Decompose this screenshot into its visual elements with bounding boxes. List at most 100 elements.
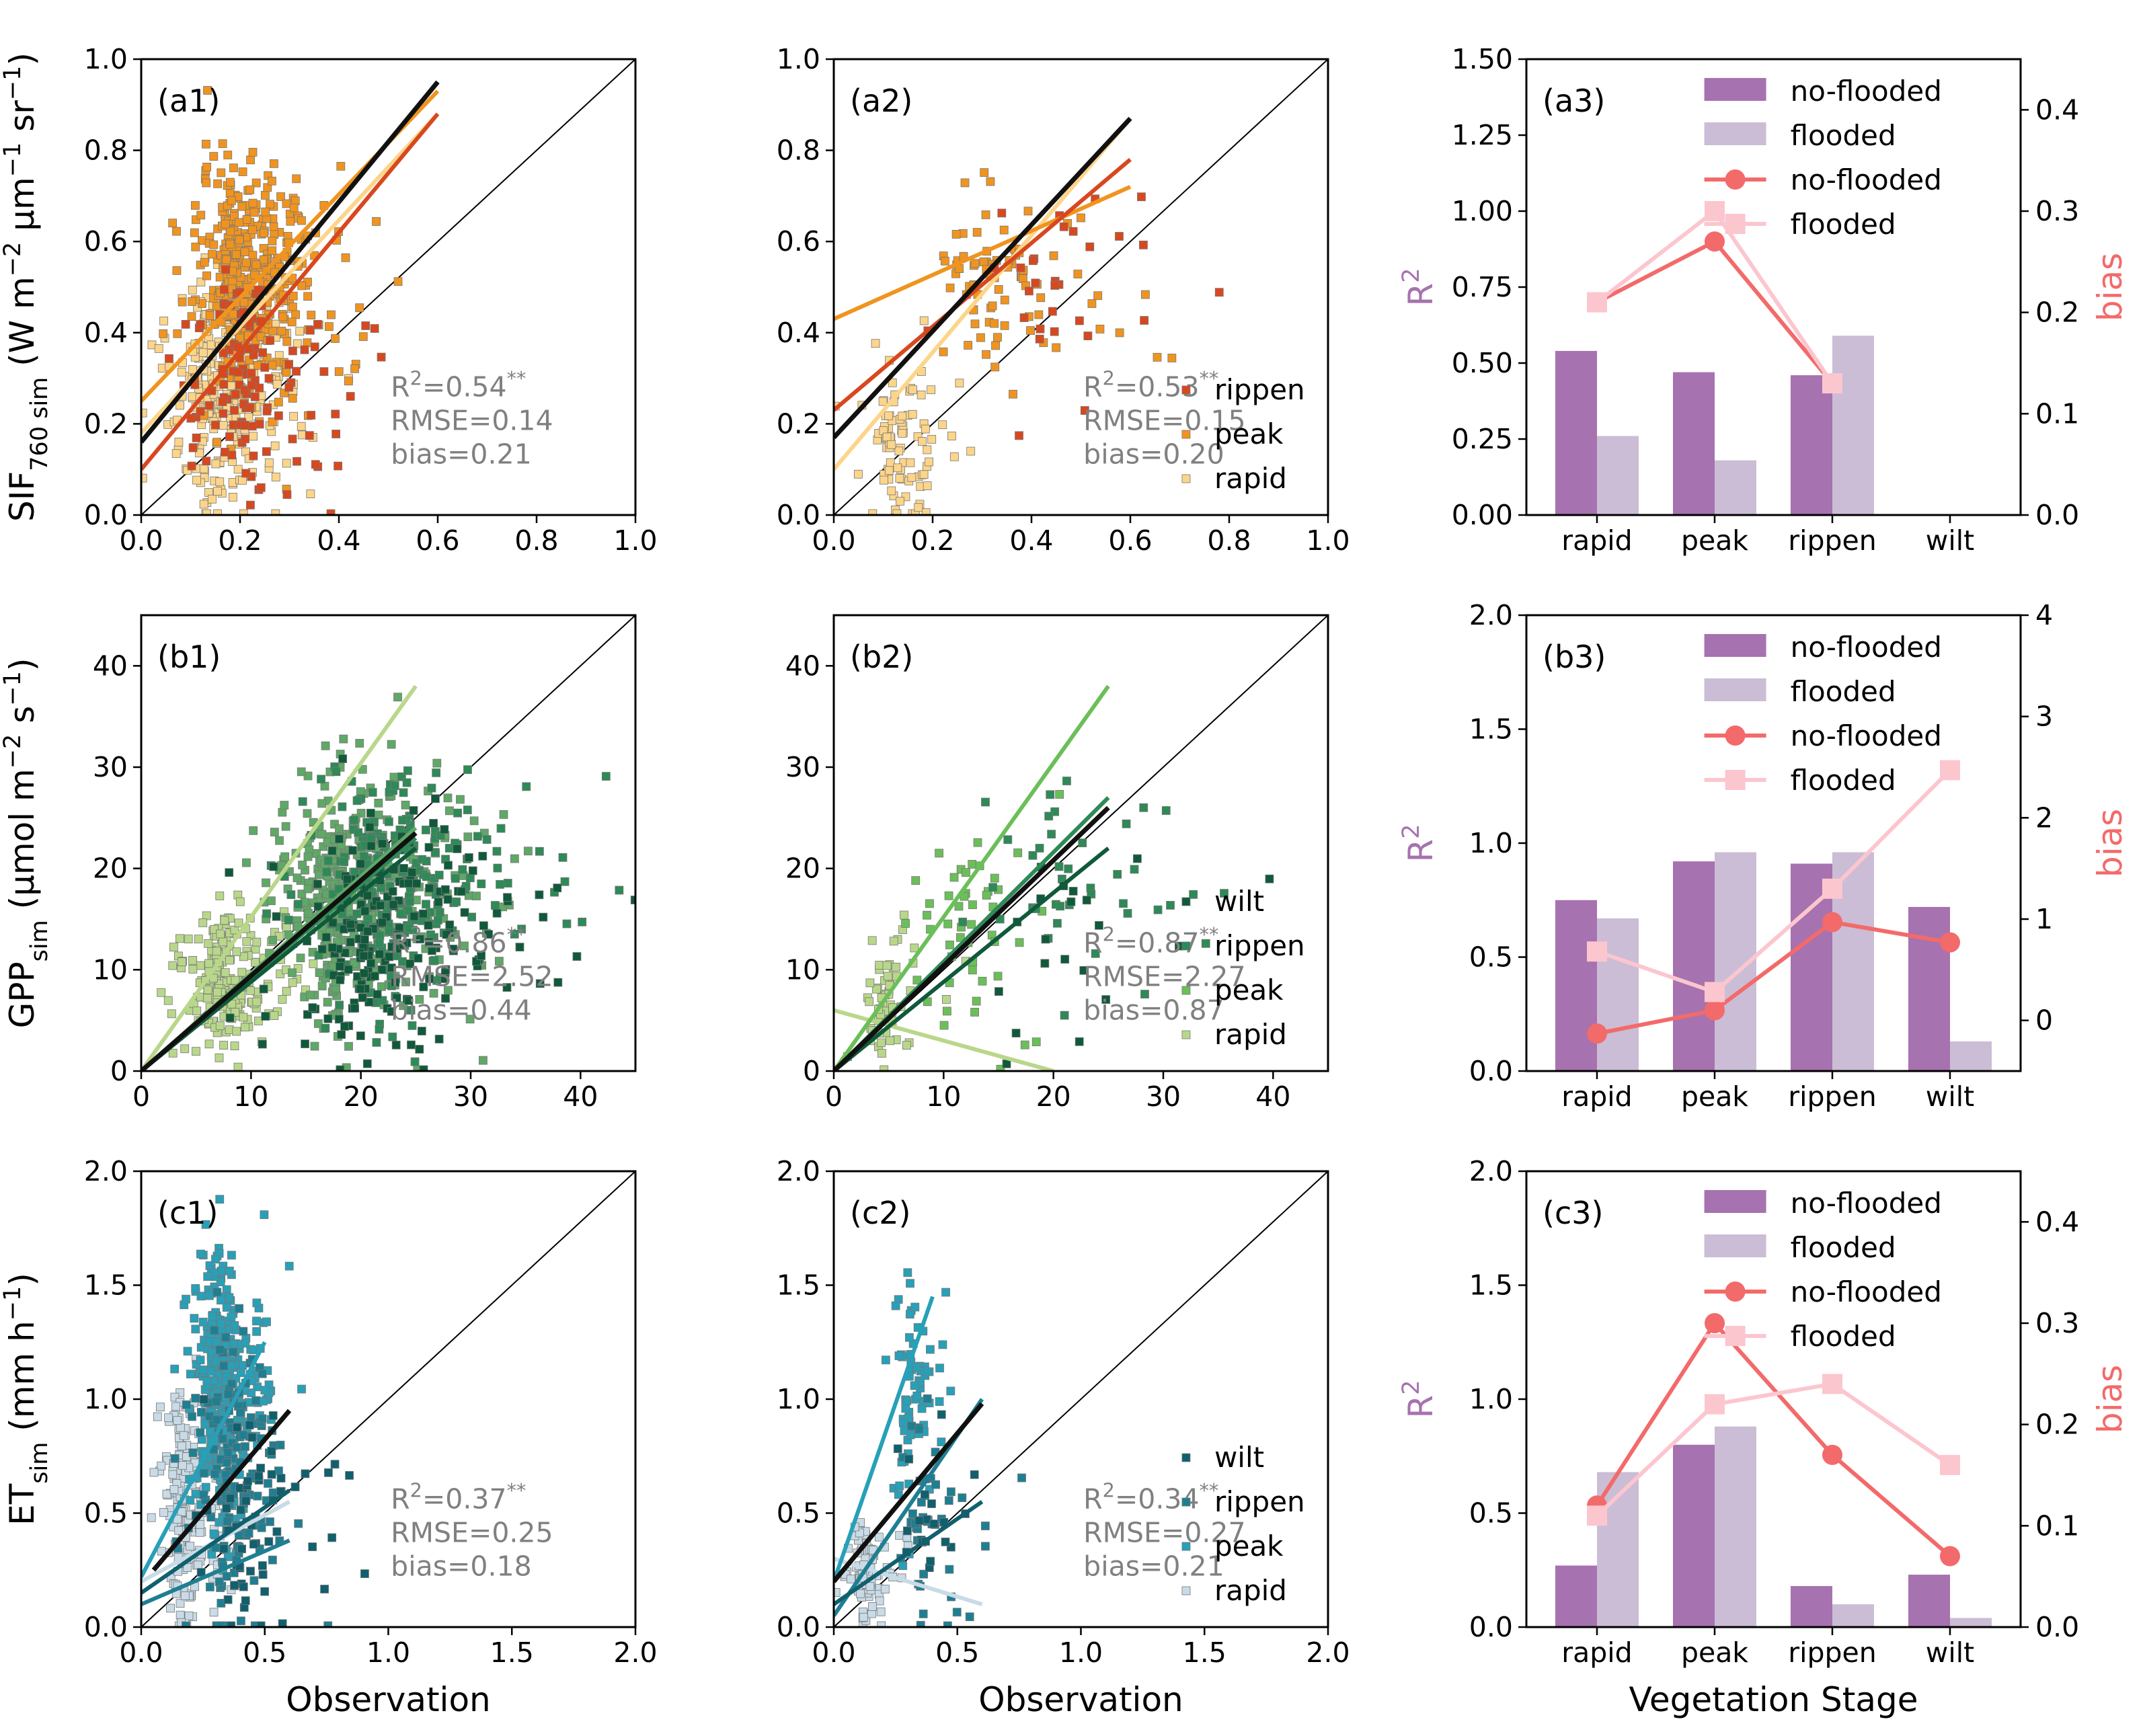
data-point-rapid: [215, 892, 225, 900]
data-point-peak: [227, 1251, 236, 1260]
legend-marker-no-flooded: [1725, 1281, 1746, 1302]
stat-rmse: RMSE=0.14: [391, 405, 553, 437]
data-point-wilt: [348, 846, 357, 855]
data-point-rippen: [995, 914, 1005, 924]
data-point-rippen: [235, 1531, 243, 1540]
data-point-peak: [221, 219, 230, 229]
data-point-peak: [205, 1291, 214, 1300]
bias-marker-flooded: [1587, 1505, 1607, 1526]
y2-axis-label: bias: [2091, 253, 2130, 321]
data-point-peak: [993, 333, 1002, 342]
data-point-peak: [225, 239, 235, 249]
data-point-rippen: [196, 1407, 206, 1417]
data-point-wilt: [1041, 935, 1050, 944]
data-point-wilt: [434, 1035, 444, 1043]
data-point-rippen: [427, 783, 436, 793]
data-point-rippen: [237, 1616, 245, 1626]
data-point-rippen: [907, 1421, 916, 1431]
data-point-peak: [310, 1041, 319, 1051]
data-point-peak: [190, 228, 199, 237]
data-point-peak: [962, 868, 970, 877]
data-point-peak: [201, 1220, 210, 1229]
data-point-rapid: [271, 509, 280, 515]
data-point-rippen: [430, 956, 439, 965]
data-point-rippen: [202, 457, 211, 466]
data-point-rapid: [219, 421, 228, 430]
data-point-peak: [291, 310, 301, 319]
data-point-rippen: [1016, 263, 1025, 272]
x-tick-label: 1.0: [613, 524, 657, 557]
bar-flooded-peak: [1715, 1426, 1756, 1627]
data-point-wilt: [356, 984, 365, 994]
y-tick-label: 0.0: [84, 499, 128, 531]
data-point-rippen: [1220, 889, 1228, 898]
bias-marker-flooded: [1705, 201, 1725, 221]
data-point-peak: [1073, 270, 1083, 278]
data-point-rippen: [222, 1458, 231, 1467]
y-axis-label: R2: [1398, 268, 1440, 306]
data-point-peak: [159, 329, 168, 338]
data-point-peak: [212, 1338, 221, 1347]
data-point-peak: [894, 1490, 903, 1499]
data-point-rippen: [241, 434, 250, 444]
data-point-rapid: [219, 937, 228, 947]
y-tick-label: 1.0: [84, 43, 128, 75]
data-point-peak: [292, 873, 302, 883]
data-point-peak: [1026, 326, 1035, 335]
data-point-wilt: [338, 754, 348, 763]
legend-label-peak: peak: [1214, 1530, 1284, 1563]
data-point-rippen: [282, 490, 292, 499]
data-point-rapid: [892, 509, 902, 515]
panel-a2: 0.0 0.2 0.4 0.6 0.8 1.0 0.0 0.2 0.4 0.6 0.8 1.0 (a2)…: [777, 43, 1350, 557]
data-point-rippen: [388, 1032, 397, 1041]
y-tick-label: 0.8: [84, 134, 128, 167]
data-point-rapid: [163, 996, 173, 1005]
data-point-wilt: [431, 794, 440, 803]
data-point-wilt: [345, 1471, 354, 1480]
data-point-rapid: [880, 1585, 890, 1593]
data-point-peak: [374, 799, 383, 807]
data-point-peak: [205, 1261, 214, 1270]
legend-swatch-no-flooded: [1704, 78, 1766, 101]
x-tick-label: 0.4: [1009, 524, 1053, 557]
data-point-rapid: [180, 1044, 190, 1054]
data-point-peak: [970, 319, 980, 329]
data-point-peak: [248, 147, 258, 157]
data-point-peak: [288, 303, 297, 311]
data-point-peak: [201, 1483, 210, 1492]
panel-c2: 0.0 0.5 1.0 1.5 2.0 0.0 0.5 1.0 1.5 2.0 (c2) R2=0.3…: [777, 1155, 1350, 1719]
data-point-rapid: [188, 285, 197, 294]
y-tick-label: 0.0: [777, 1611, 820, 1643]
y-tick-label: 20: [785, 853, 820, 885]
data-point-rapid: [196, 961, 205, 970]
data-point-wilt: [391, 978, 400, 987]
data-point-rapid: [166, 1604, 175, 1613]
data-point-rapid: [865, 978, 875, 988]
data-point-peak: [268, 360, 277, 370]
data-point-wilt: [320, 1585, 329, 1593]
data-point-rapid: [894, 446, 904, 456]
data-point-peak: [996, 1064, 1005, 1071]
legend-label-flooded: flooded: [1791, 1231, 1896, 1264]
data-point-peak: [982, 350, 990, 359]
panel-label: (a1): [157, 83, 220, 119]
data-point-rapid: [254, 1017, 263, 1025]
data-point-peak: [970, 1008, 979, 1017]
data-point-peak: [324, 322, 334, 331]
legend-label-flooded: flooded: [1791, 675, 1896, 708]
data-point-peak: [202, 271, 211, 280]
data-point-rippen: [266, 1517, 274, 1526]
data-point-rippen: [294, 900, 303, 909]
legend-label-peak: peak: [1214, 974, 1284, 1007]
y-tick-label: 0.00: [1452, 499, 1513, 531]
data-point-rippen: [256, 483, 266, 492]
data-point-rippen: [230, 405, 239, 415]
bias-marker-flooded: [1705, 982, 1725, 1002]
data-point-peak: [935, 1397, 944, 1406]
data-point-rippen: [372, 1038, 381, 1047]
data-point-peak: [222, 1303, 231, 1312]
data-point-peak: [307, 311, 316, 320]
legend-marker-peak: [1181, 430, 1191, 439]
data-point-rapid: [867, 936, 877, 945]
x-tick-label: rippen: [1788, 1636, 1877, 1669]
